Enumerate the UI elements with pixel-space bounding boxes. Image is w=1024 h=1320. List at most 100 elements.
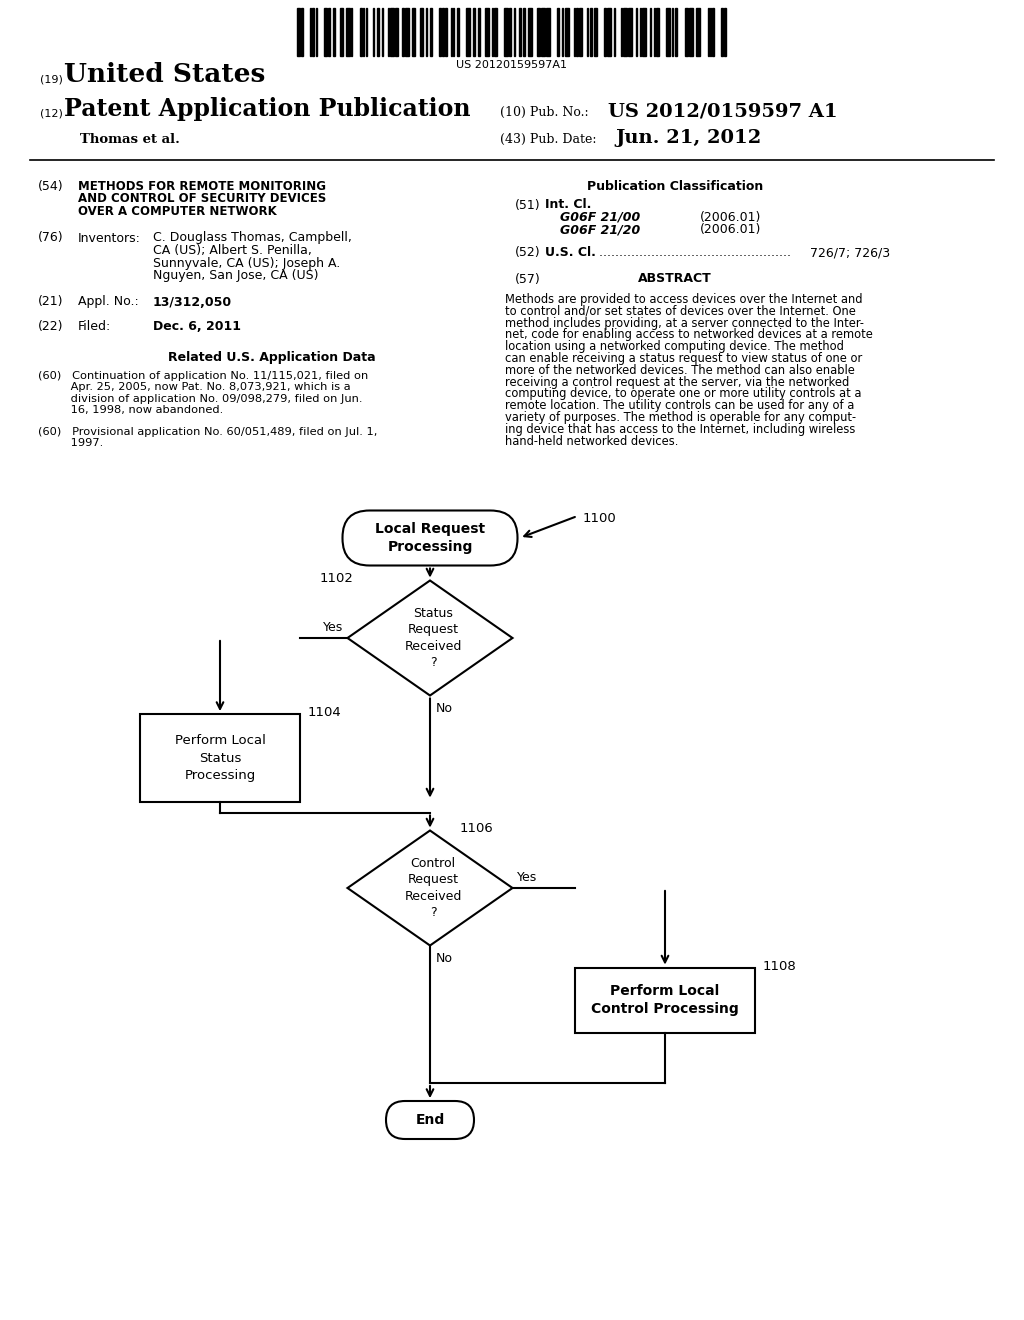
Text: (51): (51) [515,198,541,211]
Text: computing device, to operate one or more utility controls at a: computing device, to operate one or more… [505,387,861,400]
Bar [340,8,343,55]
Text: Yes: Yes [516,871,537,884]
Text: (52): (52) [515,246,541,259]
Bar [689,8,693,55]
Bar [439,8,441,55]
Bar [594,8,597,55]
Text: (19): (19) [40,74,62,84]
Bar [430,8,432,55]
Bar [420,8,423,55]
FancyBboxPatch shape [342,511,517,565]
Text: (60)   Continuation of application No. 11/115,021, filed on: (60) Continuation of application No. 11/… [38,371,369,381]
Bar [546,8,550,55]
Text: Local Request
Processing: Local Request Processing [375,521,485,554]
Text: 1997.: 1997. [38,438,103,449]
Text: (12): (12) [40,108,62,117]
Bar [494,8,497,55]
Text: Related U.S. Application Data: Related U.S. Application Data [168,351,376,363]
Text: can enable receiving a status request to view status of one or: can enable receiving a status request to… [505,352,862,366]
Text: 1108: 1108 [763,960,797,973]
Text: 16, 1998, now abandoned.: 16, 1998, now abandoned. [38,405,223,416]
Text: Control
Request
Received
?: Control Request Received ? [404,857,462,919]
Bar [579,8,582,55]
Text: (60)   Provisional application No. 60/051,489, filed on Jul. 1,: (60) Provisional application No. 60/051,… [38,426,378,437]
Bar [297,8,300,55]
Bar [346,8,350,55]
Text: (22): (22) [38,319,63,333]
Text: (54): (54) [38,180,63,193]
Text: Jun. 21, 2012: Jun. 21, 2012 [615,129,761,147]
Text: Patent Application Publication: Patent Application Publication [63,96,470,121]
Bar [445,8,447,55]
Text: receiving a control request at the server, via the networked: receiving a control request at the serve… [505,376,849,388]
Text: (76): (76) [38,231,63,244]
FancyBboxPatch shape [386,1101,474,1139]
Bar [324,8,327,55]
Text: 726/7; 726/3: 726/7; 726/3 [810,246,890,259]
Bar [575,968,755,1032]
Text: Thomas et al.: Thomas et al. [80,133,180,147]
Text: No: No [436,701,453,714]
Bar [565,8,569,55]
Bar [537,8,540,55]
Text: Apr. 25, 2005, now Pat. No. 8,073,921, which is a: Apr. 25, 2005, now Pat. No. 8,073,921, w… [38,383,350,392]
Text: location using a networked computing device. The method: location using a networked computing dev… [505,341,844,354]
Text: Perform Local
Status
Processing: Perform Local Status Processing [174,734,265,781]
Bar [390,8,394,55]
Text: Publication Classification: Publication Classification [587,180,763,193]
Bar [724,8,726,55]
Bar [140,714,300,803]
Bar [685,8,688,55]
Text: Sunnyvale, CA (US); Joseph A.: Sunnyvale, CA (US); Joseph A. [153,256,340,269]
Bar [675,8,677,55]
Bar [402,8,404,55]
Text: Perform Local
Control Processing: Perform Local Control Processing [591,983,739,1016]
Bar [528,8,532,55]
Text: (57): (57) [515,272,541,285]
Bar [575,8,578,55]
Text: (2006.01): (2006.01) [700,211,762,224]
Text: ................................................: ........................................… [595,246,791,259]
Bar [607,8,611,55]
Text: G06F 21/00: G06F 21/00 [560,211,640,224]
Text: No: No [436,952,453,965]
Text: Int. Cl.: Int. Cl. [545,198,592,211]
Bar [412,8,415,55]
Bar [312,8,314,55]
Text: to control and/or set states of devices over the Internet. One: to control and/or set states of devices … [505,305,856,318]
Text: 1104: 1104 [308,706,342,719]
Polygon shape [347,830,512,945]
Bar [509,8,511,55]
Text: (2006.01): (2006.01) [700,223,762,236]
Bar [642,8,646,55]
Bar [628,8,632,55]
Bar [333,8,335,55]
Bar [623,8,627,55]
Text: Dec. 6, 2011: Dec. 6, 2011 [153,319,241,333]
Text: 1102: 1102 [319,573,354,586]
Text: Nguyen, San Jose, CA (US): Nguyen, San Jose, CA (US) [153,269,318,282]
Bar [656,8,659,55]
Bar [541,8,545,55]
Text: 1100: 1100 [583,512,616,525]
Text: division of application No. 09/098,279, filed on Jun.: division of application No. 09/098,279, … [38,393,362,404]
Bar [328,8,330,55]
Text: C. Douglass Thomas, Campbell,: C. Douglass Thomas, Campbell, [153,231,352,244]
Text: Appl. No.:: Appl. No.: [78,296,138,309]
Bar [604,8,606,55]
Text: U.S. Cl.: U.S. Cl. [545,246,596,259]
Bar [590,8,592,55]
Text: (43) Pub. Date:: (43) Pub. Date: [500,133,597,147]
Text: ABSTRACT: ABSTRACT [638,272,712,285]
Bar [519,8,521,55]
Text: net, code for enabling access to networked devices at a remote: net, code for enabling access to network… [505,329,872,342]
Bar [406,8,409,55]
Bar [360,8,362,55]
Text: more of the networked devices. The method can also enable: more of the networked devices. The metho… [505,364,855,376]
Text: remote location. The utility controls can be used for any of a: remote location. The utility controls ca… [505,399,854,412]
Bar [466,8,470,55]
Text: 13/312,050: 13/312,050 [153,296,232,309]
Text: US 2012/0159597 A1: US 2012/0159597 A1 [608,102,838,120]
Text: hand-held networked devices.: hand-held networked devices. [505,434,678,447]
Text: AND CONTROL OF SECURITY DEVICES: AND CONTROL OF SECURITY DEVICES [78,193,327,206]
